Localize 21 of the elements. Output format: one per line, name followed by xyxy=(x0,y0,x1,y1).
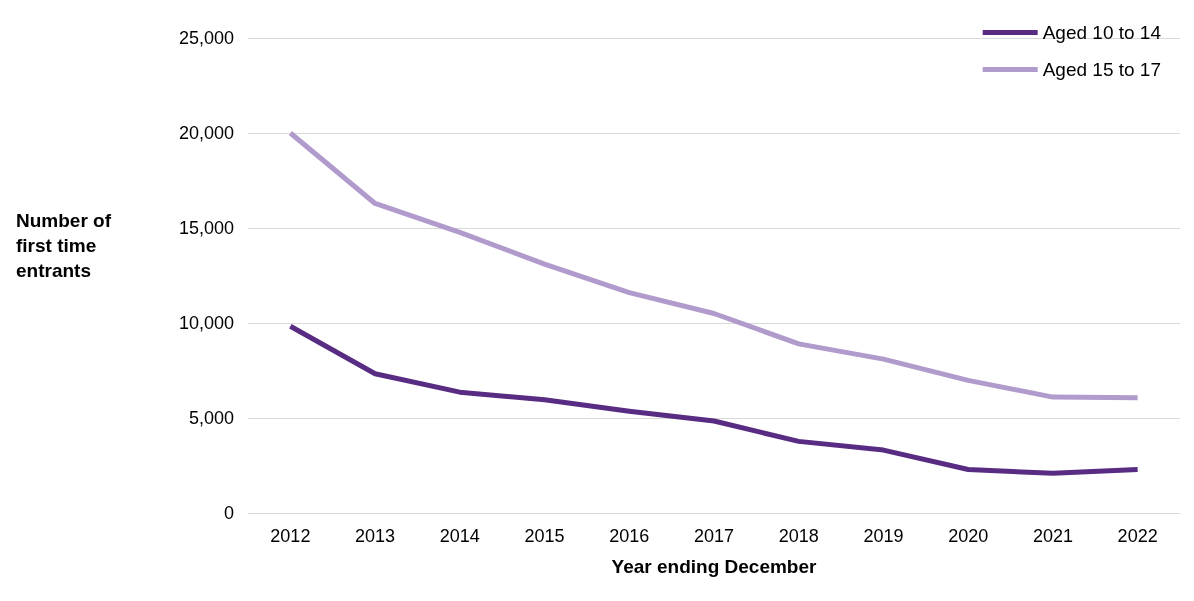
x-tick-label: 2012 xyxy=(270,526,311,546)
x-tick-label: 2020 xyxy=(948,526,989,546)
y-tick-label: 20,000 xyxy=(178,123,234,143)
y-tick-label: 15,000 xyxy=(178,218,234,238)
x-tick-label: 2013 xyxy=(355,526,396,546)
y-tick-label: 10,000 xyxy=(178,313,234,333)
x-tick-label: 2014 xyxy=(439,526,480,546)
x-tick-label: 2018 xyxy=(778,526,819,546)
x-tick-label: 2019 xyxy=(863,526,904,546)
x-tick-label: 2015 xyxy=(524,526,565,546)
legend-label: Aged 15 to 17 xyxy=(1042,59,1161,80)
x-tick-label: 2016 xyxy=(609,526,650,546)
y-tick-label: 25,000 xyxy=(178,28,234,48)
x-tick-label: 2021 xyxy=(1032,526,1073,546)
y-tick-label: 5,000 xyxy=(188,408,234,428)
x-tick-label: 2017 xyxy=(693,526,735,546)
x-axis-title: Year ending December xyxy=(611,556,818,577)
y-axis-title: Number of first time entrants xyxy=(16,210,117,281)
y-tick-label: 0 xyxy=(223,503,234,523)
legend-label: Aged 10 to 14 xyxy=(1042,22,1162,43)
x-tick-label: 2022 xyxy=(1117,526,1158,546)
